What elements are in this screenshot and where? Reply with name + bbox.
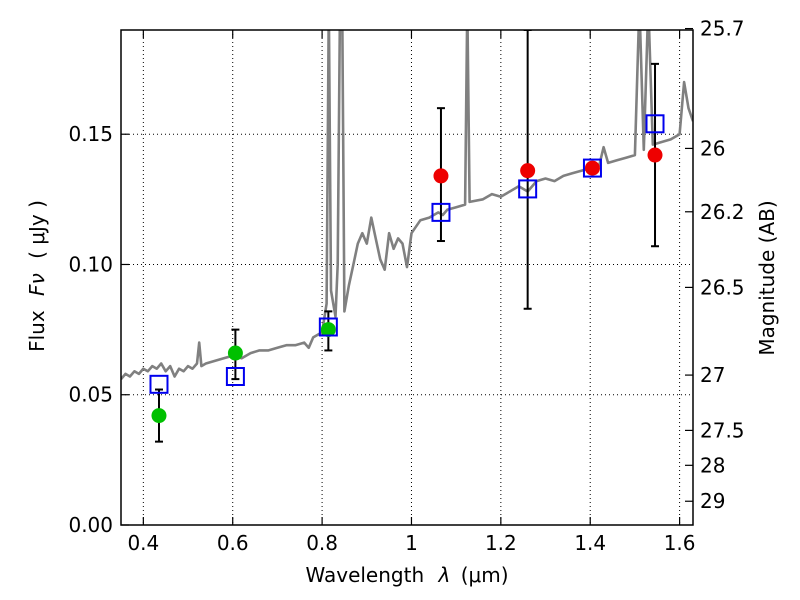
right-tick-label: 27 — [700, 363, 725, 387]
data-point — [227, 345, 243, 361]
y-tick-label: 0.00 — [68, 513, 113, 537]
x-tick-label: 0.8 — [306, 531, 338, 555]
model-square — [225, 367, 245, 386]
x-tick-label: 1.6 — [664, 531, 696, 555]
model-square — [518, 179, 538, 199]
x-axis-label-text: Wavelength — [305, 563, 424, 587]
right-axis-label: Magnitude (AB) — [755, 200, 779, 355]
right-tick-label: 25.7 — [700, 17, 745, 41]
model-square — [318, 317, 338, 337]
data-point — [647, 147, 663, 163]
spectrum-line — [121, 30, 693, 380]
x-axis-label-symbol: λ — [438, 563, 451, 587]
x-axis-label: Wavelength λ (μm) — [305, 563, 508, 587]
y-axis-label-symbol: Fν — [25, 273, 49, 296]
right-tick-label: 26 — [700, 136, 725, 160]
model-square — [149, 374, 169, 394]
points-layer — [149, 30, 665, 443]
right-tick-label: 26.5 — [700, 275, 745, 299]
x-tick-label: 1 — [405, 531, 418, 555]
y-tick-label: 0.10 — [68, 252, 113, 276]
x-tick-label: 1.2 — [485, 531, 517, 555]
x-axis-label-unit: (μm) — [461, 563, 509, 587]
data-point — [433, 168, 449, 184]
y-axis-label-unit: ( μJy ) — [25, 200, 49, 259]
right-tick-label: 29 — [700, 489, 725, 513]
spectrum-layer — [121, 30, 693, 380]
right-tick-label: 26.2 — [700, 200, 745, 224]
data-point — [151, 408, 167, 424]
model-square — [645, 114, 665, 134]
plot-frame — [120, 29, 694, 526]
data-point — [520, 163, 536, 179]
y-tick-label: 0.05 — [68, 383, 113, 407]
ticks: 0.4 0.6 0.8 1 1.2 1.4 1.6 0.00 0.05 0.10 0.15 25.7 2… — [68, 17, 744, 555]
x-tick-label: 0.4 — [127, 531, 159, 555]
right-tick-label: 28 — [700, 453, 725, 477]
grid — [121, 30, 693, 525]
right-tick-label: 27.5 — [700, 418, 745, 442]
x-tick-label: 0.6 — [217, 531, 249, 555]
model-square — [582, 158, 602, 178]
data-point — [320, 322, 336, 338]
model-square — [431, 202, 451, 222]
y-axis-label: Flux Fν ( μJy ) — [25, 200, 49, 352]
data-point — [584, 160, 600, 176]
y-axis-label-text: Flux — [25, 310, 49, 352]
x-tick-label: 1.4 — [574, 531, 606, 555]
y-tick-label: 0.15 — [68, 122, 113, 146]
